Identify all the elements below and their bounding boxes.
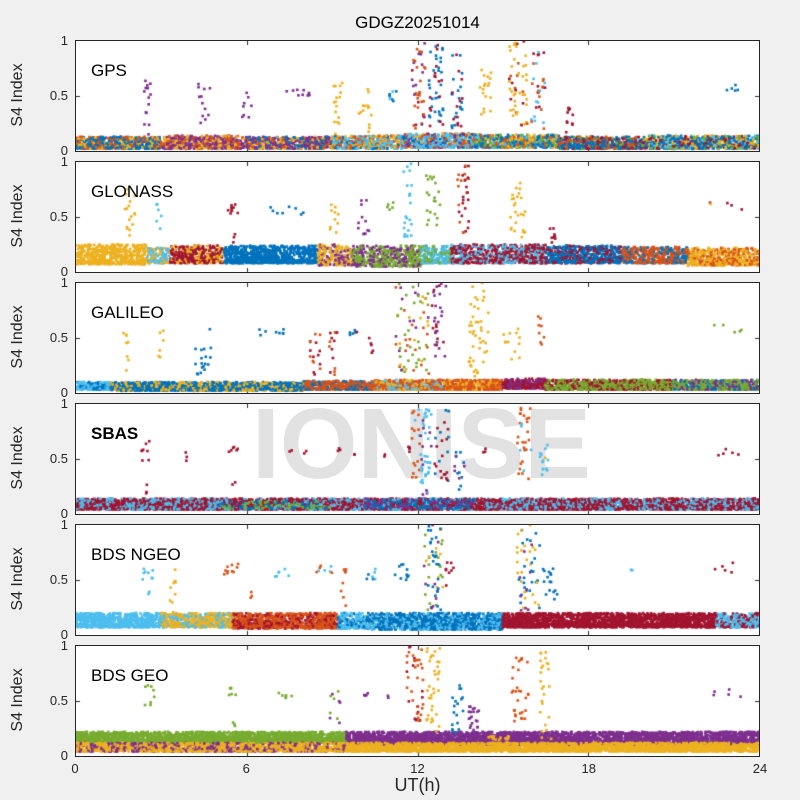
constellation-label: GALILEO — [91, 303, 164, 322]
y-axis-label: S4 Index — [9, 184, 26, 248]
y-tick-label: 0.5 — [49, 330, 68, 345]
scatter-canvas — [76, 283, 759, 393]
scatter-canvas — [76, 162, 759, 272]
constellation-label: SBAS — [91, 424, 139, 443]
y-tick-label: 0 — [60, 143, 68, 158]
y-tick-label: 0 — [60, 627, 68, 642]
constellation-label: GLONASS — [91, 182, 174, 201]
constellation-label: BDS GEO — [91, 666, 169, 685]
subplot-panel-galileo: GALILEO — [75, 282, 760, 394]
x-tick-label: 18 — [581, 761, 596, 776]
y-tick-label: 0 — [60, 748, 68, 763]
y-tick-label: 1 — [60, 154, 68, 169]
constellation-label: BDS NGEO — [91, 545, 181, 564]
y-tick-label: 0.5 — [49, 88, 68, 103]
y-axis-label: S4 Index — [9, 426, 26, 490]
y-tick-label: 0.5 — [49, 572, 68, 587]
y-tick-label: 0.5 — [49, 693, 68, 708]
scatter-canvas — [76, 525, 759, 635]
y-tick-label: 1 — [60, 275, 68, 290]
x-tick-label: 6 — [242, 761, 250, 776]
scatter-canvas — [76, 404, 759, 514]
y-tick-label: 0 — [60, 506, 68, 521]
y-tick-label: 0 — [60, 264, 68, 279]
subplot-panel-glonass: GLONASS — [75, 161, 760, 273]
y-axis-label: S4 Index — [9, 63, 26, 127]
y-tick-label: 1 — [60, 517, 68, 532]
y-tick-label: 1 — [60, 33, 68, 48]
y-tick-label: 0.5 — [49, 209, 68, 224]
scatter-canvas — [76, 41, 759, 151]
subplot-panel-bds-geo: BDS GEO — [75, 645, 760, 757]
subplot-panel-sbas: IONISE SBAS — [75, 394, 760, 515]
chart-title: GDGZ20251014 — [355, 13, 480, 32]
scatter-canvas — [76, 646, 759, 756]
subplot-panel-gps: GPS — [75, 40, 760, 152]
x-tick-label: 24 — [752, 761, 768, 776]
y-tick-label: 1 — [60, 396, 68, 411]
y-tick-label: 1 — [60, 638, 68, 653]
y-tick-label: 0 — [60, 385, 68, 400]
y-tick-label: 0.5 — [49, 451, 68, 466]
x-axis-label: UT(h) — [394, 775, 441, 795]
x-tick-label: 0 — [71, 761, 79, 776]
subplot-panel-bds-ngeo: BDS NGEO — [75, 524, 760, 636]
y-axis-label: S4 Index — [9, 668, 26, 732]
y-axis-label: S4 Index — [9, 305, 26, 369]
constellation-label: GPS — [91, 61, 127, 80]
y-axis-label: S4 Index — [9, 547, 26, 611]
x-tick-label: 12 — [410, 761, 425, 776]
